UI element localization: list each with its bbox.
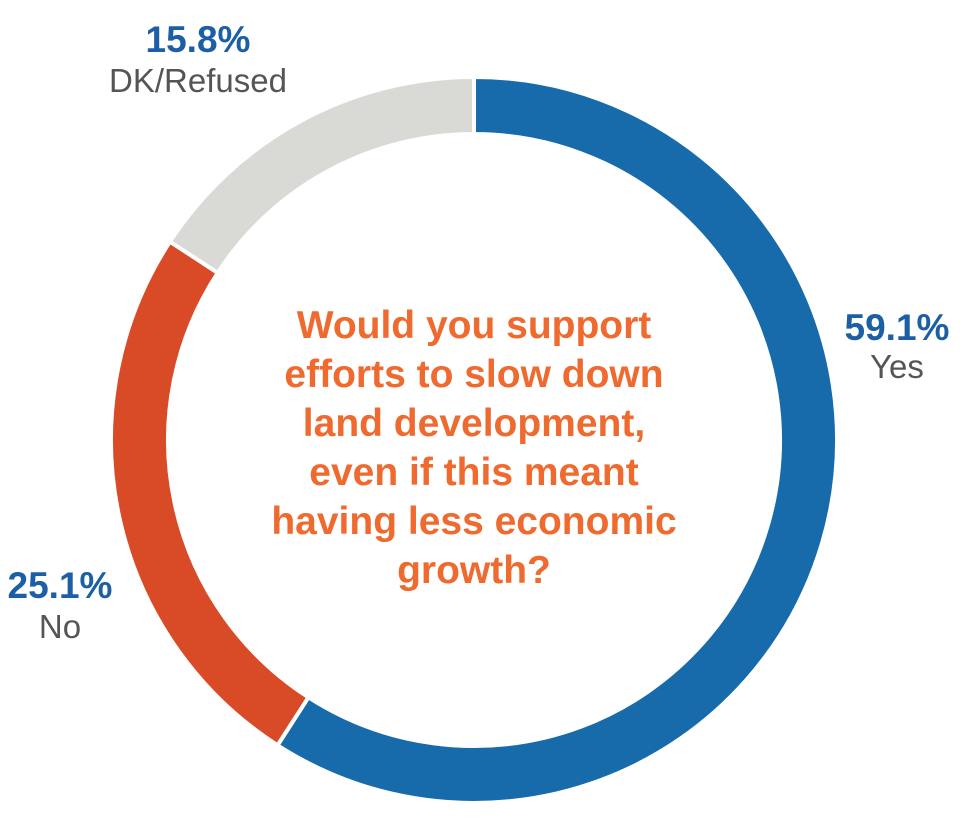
question-line: even if this meant <box>309 451 638 494</box>
slice-no <box>109 238 312 749</box>
slice-dk-refused <box>167 74 476 276</box>
slice-yes <box>274 74 839 805</box>
question-line: land development, <box>303 402 645 445</box>
no-category-label: No <box>39 608 81 645</box>
question-line: efforts to slow down <box>284 353 663 396</box>
question-line: having less economic <box>271 500 676 543</box>
yes-category-label: Yes <box>870 348 924 385</box>
dk-refused-percent-label: 15.8% <box>146 19 251 60</box>
label-yes: 59.1% Yes <box>845 307 950 385</box>
donut-slices <box>109 74 839 805</box>
yes-percent-label: 59.1% <box>845 307 950 348</box>
no-percent-label: 25.1% <box>8 565 113 606</box>
dk-refused-category-label: DK/Refused <box>109 62 287 99</box>
question-line: Would you support <box>297 304 652 347</box>
question-line: growth? <box>397 549 551 592</box>
label-dk-refused: 15.8% DK/Refused <box>109 19 287 99</box>
center-question: Would you support efforts to slow down l… <box>271 304 676 592</box>
label-no: 25.1% No <box>8 565 113 645</box>
